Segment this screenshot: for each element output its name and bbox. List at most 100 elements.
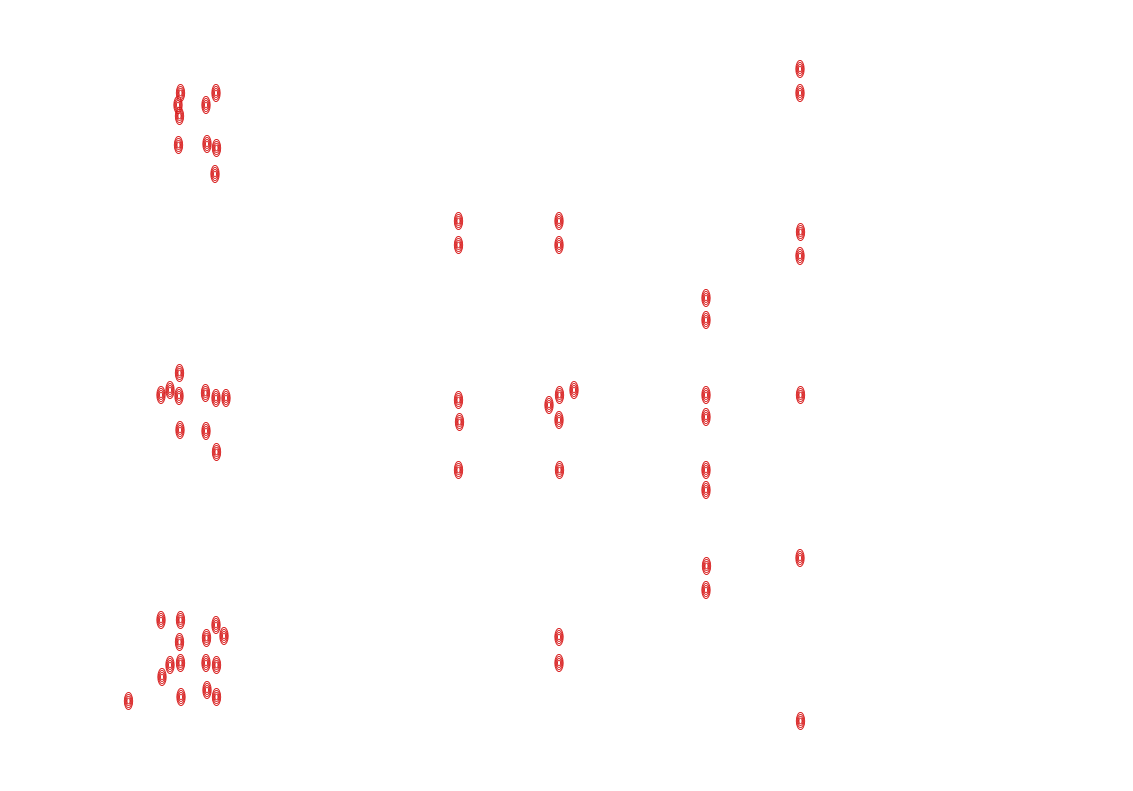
contour-peak — [796, 61, 804, 78]
contour-peak — [203, 136, 211, 153]
contour-peak — [702, 290, 710, 307]
contour-peak — [174, 137, 182, 154]
contour-peak — [202, 423, 210, 440]
contour-peak — [212, 140, 220, 157]
contour-peak — [212, 85, 220, 102]
contour-line — [160, 617, 163, 623]
contour-peak — [796, 550, 804, 567]
contour-line — [215, 449, 218, 455]
contour-line — [558, 218, 561, 224]
contour-peak — [166, 657, 174, 674]
contour-line — [177, 142, 180, 148]
contour-line — [177, 102, 180, 108]
contour-peak — [175, 634, 183, 651]
contour-peak — [158, 669, 166, 686]
contour-peak — [702, 409, 710, 426]
contour-peak — [176, 422, 184, 439]
contour-peak — [212, 390, 220, 407]
contour-line — [573, 387, 576, 393]
contour-peak — [702, 312, 710, 329]
contour-line — [457, 397, 460, 403]
contour-peak — [454, 392, 462, 409]
contour-line — [558, 660, 561, 666]
contour-line — [558, 242, 561, 248]
contour-line — [215, 662, 218, 668]
contour-peak — [555, 237, 563, 254]
contour-peak — [702, 582, 710, 599]
contour-line — [799, 718, 802, 724]
contour-peak — [455, 414, 463, 431]
contour-line — [799, 90, 802, 96]
contour-line — [179, 660, 182, 666]
contour-line — [160, 392, 163, 398]
contour-line — [705, 587, 708, 593]
contour-peak — [454, 213, 462, 230]
contour-line — [214, 171, 217, 177]
contour-line — [705, 467, 708, 473]
contour-line — [178, 370, 181, 376]
contour-peak — [212, 689, 220, 706]
contour-peak — [202, 97, 210, 114]
contour-line — [179, 617, 182, 623]
contour-line — [204, 390, 207, 396]
contour-line — [169, 662, 172, 668]
contour-line — [178, 639, 181, 645]
contour-peak — [175, 388, 183, 405]
contour-line — [179, 90, 182, 96]
contour-line — [205, 635, 208, 641]
contour-peak — [212, 444, 220, 461]
contour-line — [705, 563, 708, 569]
contour-line — [206, 687, 209, 693]
contour-peak — [796, 224, 804, 241]
contour-peak — [702, 482, 710, 499]
contour-peak — [201, 385, 209, 402]
contour-peak — [570, 382, 578, 399]
contour-line — [215, 90, 218, 96]
contour-line — [223, 633, 226, 639]
contour-peak — [202, 630, 210, 647]
contour-peak — [796, 248, 804, 265]
contour-line — [558, 467, 561, 473]
contour-line — [458, 419, 461, 425]
contour-peak — [702, 387, 710, 404]
contour-line — [558, 417, 561, 423]
contour-line — [215, 395, 218, 401]
contour-peak — [555, 387, 563, 404]
contour-peak — [212, 657, 220, 674]
contour-peak — [702, 558, 710, 575]
contour-line — [215, 694, 218, 700]
contour-peak — [176, 655, 184, 672]
contour-peak — [454, 462, 462, 479]
contour-peak — [175, 108, 183, 125]
contour-line — [799, 392, 802, 398]
contour-line — [799, 253, 802, 259]
contour-peak — [454, 237, 462, 254]
contour-peak — [555, 412, 563, 429]
contour-peak — [157, 612, 165, 629]
contour-line — [457, 218, 460, 224]
contour-line — [457, 242, 460, 248]
contour-peak — [555, 213, 563, 230]
contour-peak — [124, 693, 132, 710]
contour-line — [161, 674, 164, 680]
contour-line — [799, 555, 802, 561]
contour-peak — [220, 628, 228, 645]
contour-peak — [222, 390, 230, 407]
contour-line — [205, 102, 208, 108]
contour-line — [178, 393, 181, 399]
contour-line — [180, 694, 183, 700]
contour-peak — [796, 713, 804, 730]
contour-line — [558, 634, 561, 640]
contour-line — [799, 229, 802, 235]
contour-line — [179, 427, 182, 433]
contour-line — [215, 145, 218, 151]
contour-line — [705, 295, 708, 301]
contour-line — [127, 698, 130, 704]
contour-line — [558, 392, 561, 398]
contour-line — [215, 622, 218, 628]
contour-peak — [166, 382, 174, 399]
contour-peak — [203, 682, 211, 699]
contour-line — [206, 141, 209, 147]
